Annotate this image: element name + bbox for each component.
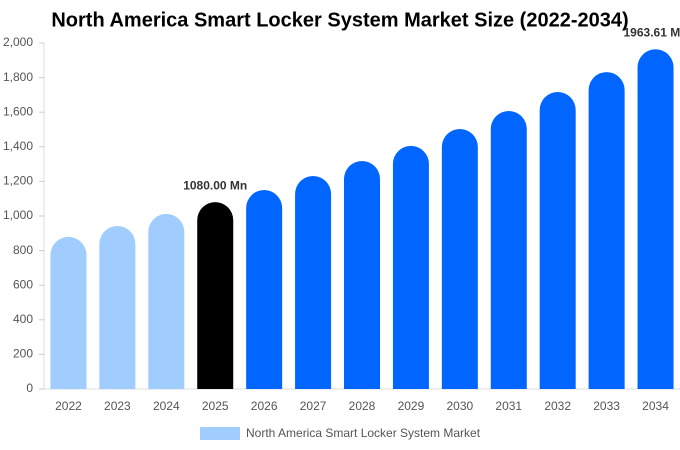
bar (295, 176, 332, 389)
y-tick-label: 600 (13, 277, 33, 291)
bar (637, 49, 674, 389)
x-tick-label: 2031 (495, 399, 522, 413)
value-label: 1080.00 Mn (183, 178, 247, 192)
y-tick-label: 1,800 (3, 70, 33, 84)
y-tick-label: 1,600 (3, 104, 33, 118)
y-tick-label: 1,400 (3, 139, 33, 153)
x-tick-label: 2034 (642, 399, 669, 413)
bar (197, 202, 234, 389)
bar (441, 128, 478, 389)
legend-label: North America Smart Locker System Market (246, 426, 481, 440)
legend-swatch (200, 427, 240, 440)
y-tick-label: 1,000 (3, 208, 33, 222)
y-tick-label: 800 (13, 243, 33, 257)
bar (344, 160, 380, 389)
x-tick-label: 2030 (446, 399, 473, 413)
x-tick-label: 2029 (398, 399, 425, 413)
bar (392, 145, 429, 389)
chart-title: North America Smart Locker System Market… (51, 9, 628, 31)
x-tick-label: 2022 (55, 399, 82, 413)
x-tick-label: 2024 (153, 399, 180, 413)
x-tick-label: 2027 (300, 399, 327, 413)
bar (246, 190, 283, 389)
x-tick-label: 2026 (251, 399, 278, 413)
bar (490, 110, 527, 389)
bar (539, 91, 576, 390)
y-tick-label: 0 (26, 381, 33, 395)
value-label: 1963.61 Mn (624, 25, 680, 39)
y-tick-label: 200 (13, 347, 33, 361)
bar (50, 236, 87, 389)
y-tick-label: 400 (13, 312, 33, 326)
x-tick-label: 2028 (349, 399, 376, 413)
x-tick-label: 2023 (104, 399, 131, 413)
bar (588, 72, 625, 390)
bar (99, 226, 136, 389)
x-tick-label: 2032 (544, 399, 571, 413)
y-tick-label: 2,000 (3, 35, 33, 49)
y-tick-label: 1,200 (3, 174, 33, 188)
x-tick-label: 2025 (202, 399, 229, 413)
bar (148, 213, 185, 389)
x-tick-label: 2033 (593, 399, 620, 413)
